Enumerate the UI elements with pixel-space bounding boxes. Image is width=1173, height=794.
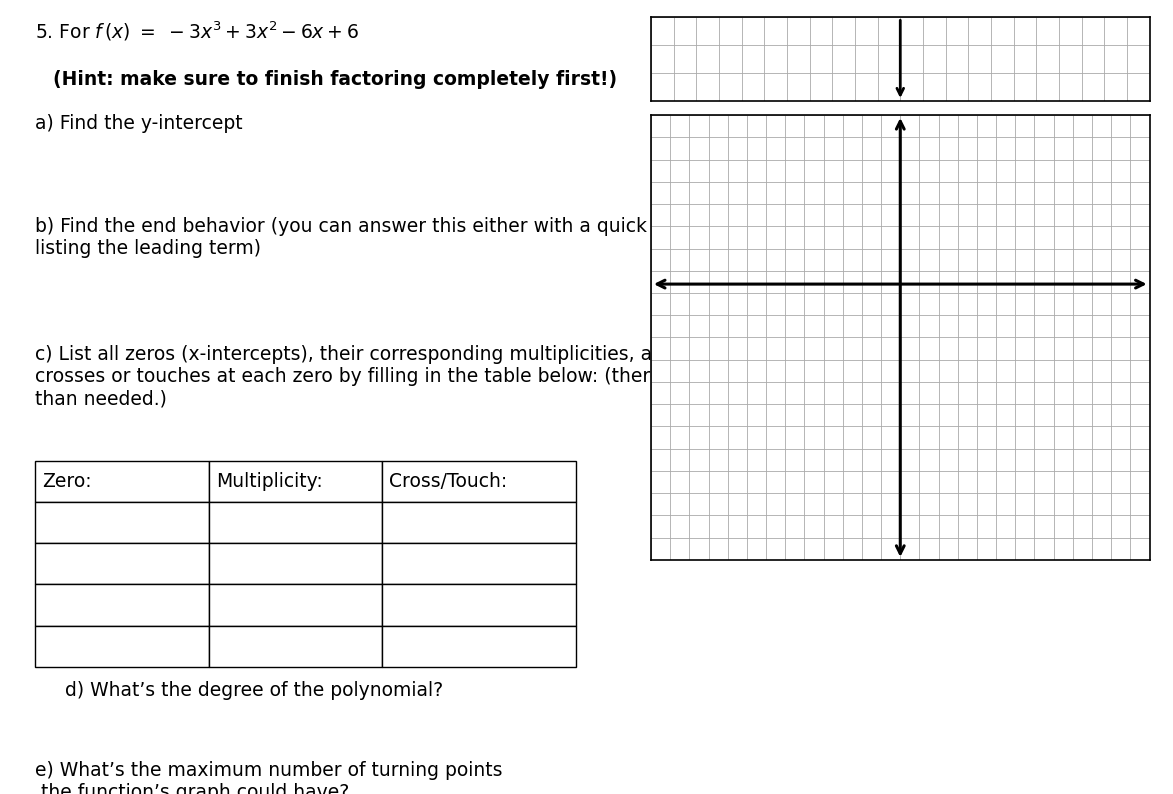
Text: e) What’s the maximum number of turning points
 the function’s graph could have?: e) What’s the maximum number of turning … bbox=[35, 761, 503, 794]
Bar bbox=[35, 584, 209, 626]
Bar bbox=[35, 626, 209, 667]
Bar bbox=[209, 543, 382, 584]
Bar bbox=[382, 502, 576, 543]
Text: Multiplicity:: Multiplicity: bbox=[216, 472, 323, 491]
Bar bbox=[209, 626, 382, 667]
Text: b) Find the end behavior (you can answer this either with a quick sketch of the : b) Find the end behavior (you can answer… bbox=[35, 217, 881, 258]
Text: a) Find the y-intercept: a) Find the y-intercept bbox=[35, 114, 243, 133]
Bar bbox=[209, 584, 382, 626]
Bar bbox=[35, 543, 209, 584]
Text: Zero:: Zero: bbox=[42, 472, 91, 491]
Bar bbox=[382, 543, 576, 584]
Bar bbox=[382, 626, 576, 667]
Text: 5. For $f\,(x)\ =\ -3x^3 + 3x^2 - 6x + 6$: 5. For $f\,(x)\ =\ -3x^3 + 3x^2 - 6x + 6… bbox=[35, 20, 359, 44]
Bar bbox=[382, 584, 576, 626]
Text: c) List all zeros (x-intercepts), their corresponding multiplicities, and whethe: c) List all zeros (x-intercepts), their … bbox=[35, 345, 857, 408]
Text: (Hint: make sure to finish factoring completely first!): (Hint: make sure to finish factoring com… bbox=[53, 70, 617, 89]
Bar bbox=[35, 502, 209, 543]
Bar bbox=[209, 461, 382, 502]
Bar bbox=[35, 461, 209, 502]
Bar bbox=[209, 502, 382, 543]
Text: d) What’s the degree of the polynomial?: d) What’s the degree of the polynomial? bbox=[65, 681, 442, 700]
Bar bbox=[382, 461, 576, 502]
Text: Cross/Touch:: Cross/Touch: bbox=[389, 472, 508, 491]
